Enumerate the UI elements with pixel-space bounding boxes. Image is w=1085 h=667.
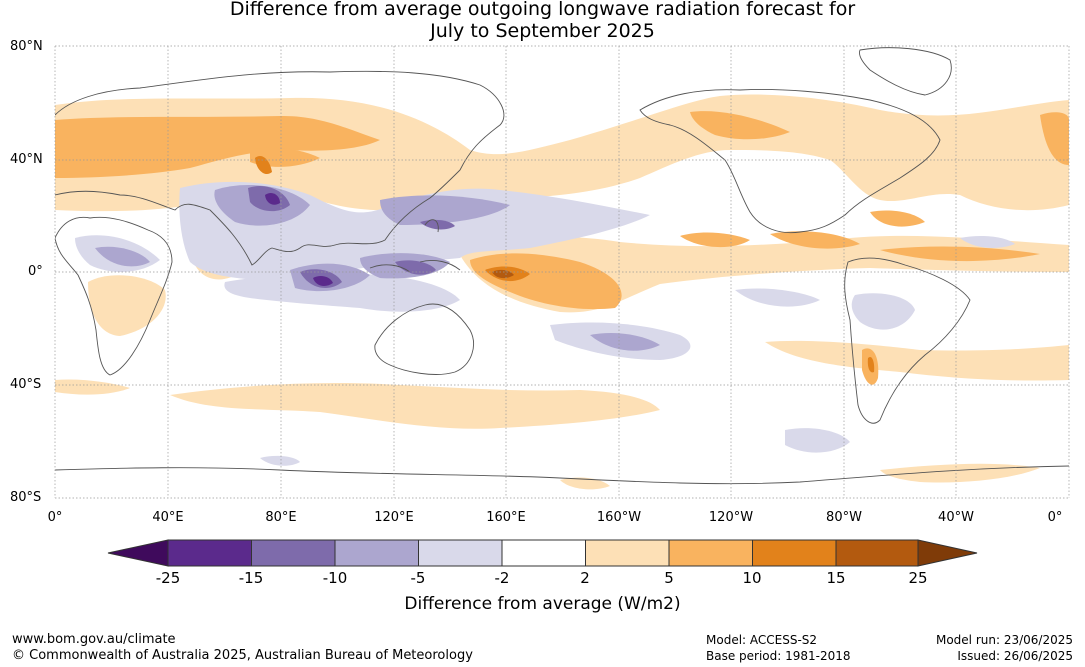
anomaly-area-negative [735, 288, 820, 307]
issued-text: Issued: 26/06/2025 [957, 649, 1073, 663]
model-run-text: Model run: 23/06/2025 [935, 633, 1073, 647]
base-period-text: Base period: 1981-2018 [706, 649, 851, 663]
colorbar-box-4 [418, 539, 503, 567]
anomaly-area-negative [95, 246, 150, 267]
colorbar-tick: 5 [664, 569, 674, 587]
map-title-line2: July to September 2025 [430, 20, 655, 42]
lat-label-40s: 40°S [10, 377, 42, 392]
anomaly-area-positive [680, 232, 750, 248]
colorbar-tick: -10 [322, 569, 348, 587]
lon-label-160e: 160°E [486, 510, 526, 525]
model-text: Model: ACCESS-S2 [706, 633, 818, 647]
colorbar-extend-low [107, 539, 169, 567]
anomaly-area-positive [88, 275, 166, 336]
anomaly-area-positive [690, 111, 790, 140]
anomaly-area-positive [880, 246, 1040, 262]
graticule [54, 45, 1070, 499]
lon-label-120e: 120°E [374, 510, 414, 525]
coastline-africa [55, 216, 173, 376]
colorbar-tick: 15 [826, 569, 846, 587]
coastline-antarctica [55, 465, 1069, 485]
colorbar-tick: -2 [494, 569, 510, 587]
colorbar-box-5 [501, 539, 586, 567]
lat-label-80s: 80°S [10, 490, 42, 505]
lat-label-80n: 80°N [10, 39, 43, 54]
anomaly-area-positive [867, 356, 875, 373]
colorbar-tick: 10 [742, 569, 762, 587]
anomaly-area-positive [560, 477, 610, 490]
colorbar-label: Difference from average (W/m2) [404, 594, 681, 614]
lon-label-80e: 80°E [265, 510, 297, 525]
map-title-line1: Difference from average outgoing longwav… [229, 0, 856, 20]
lat-label-equator: 0° [28, 264, 43, 279]
anomaly-area-negative [313, 275, 333, 286]
website-link[interactable]: www.bom.gov.au/climate [12, 632, 176, 647]
coastline-greenland [859, 47, 952, 96]
lon-label-40e: 40°E [152, 510, 184, 525]
colorbar-box-1 [167, 539, 252, 567]
colorbar-tick: -25 [155, 569, 181, 587]
lon-label-120w: 120°W [708, 510, 754, 525]
anomaly-area-negative [260, 455, 300, 466]
anomaly-area-negative [960, 236, 1015, 248]
lon-label-80w: 80°W [826, 510, 862, 525]
anomaly-area-negative [395, 260, 436, 275]
anomaly-area-positive [770, 231, 860, 249]
colorbar-box-3 [334, 539, 419, 567]
lon-label-0: 0° [47, 510, 63, 525]
coastline-south-america [844, 257, 971, 424]
anomaly-area-negative [420, 219, 455, 230]
anomaly-area-negative [224, 273, 460, 312]
anomaly-area-positive [170, 383, 660, 429]
lat-label-40n: 40°N [10, 152, 43, 167]
anomaly-area-negative [380, 195, 510, 225]
colorbar-extend-high [917, 539, 978, 567]
colorbar-box-7 [668, 539, 753, 567]
anomaly-area-positive [765, 340, 1069, 381]
anomaly-area-negative [851, 293, 915, 330]
coastline-islands [369, 219, 461, 273]
colorbar-tick: 2 [580, 569, 590, 587]
anomaly-fields [55, 94, 1069, 490]
anomaly-area-positive [1040, 112, 1069, 165]
lon-label-160w: 160°W [596, 510, 642, 525]
anomaly-area-positive [55, 115, 380, 178]
colorbar-box-2 [251, 539, 336, 567]
colorbar-box-8 [752, 539, 837, 567]
copyright-text: © Commonwealth of Australia 2025, Austra… [12, 648, 473, 663]
anomaly-area-negative [785, 428, 850, 453]
anomaly-area-positive [255, 155, 272, 175]
colorbar-box-9 [835, 539, 919, 567]
colorbar-box-6 [585, 539, 670, 567]
coastline-europe-asia [55, 70, 505, 266]
colorbar-tick: -5 [410, 569, 426, 587]
anomaly-area-positive [55, 379, 130, 395]
colorbar-tick: 25 [908, 569, 928, 587]
lon-label-40w: 40°W [938, 510, 974, 525]
colorbar-tick: -15 [238, 569, 264, 587]
coastlines [55, 47, 1069, 485]
coastline-australia [374, 303, 474, 375]
coastline-north-america [639, 89, 941, 234]
anomaly-area-negative [265, 192, 280, 205]
lon-label-0-east: 0° [1047, 510, 1063, 525]
anomaly-area-positive [870, 210, 925, 227]
anomaly-area-negative [590, 333, 660, 351]
